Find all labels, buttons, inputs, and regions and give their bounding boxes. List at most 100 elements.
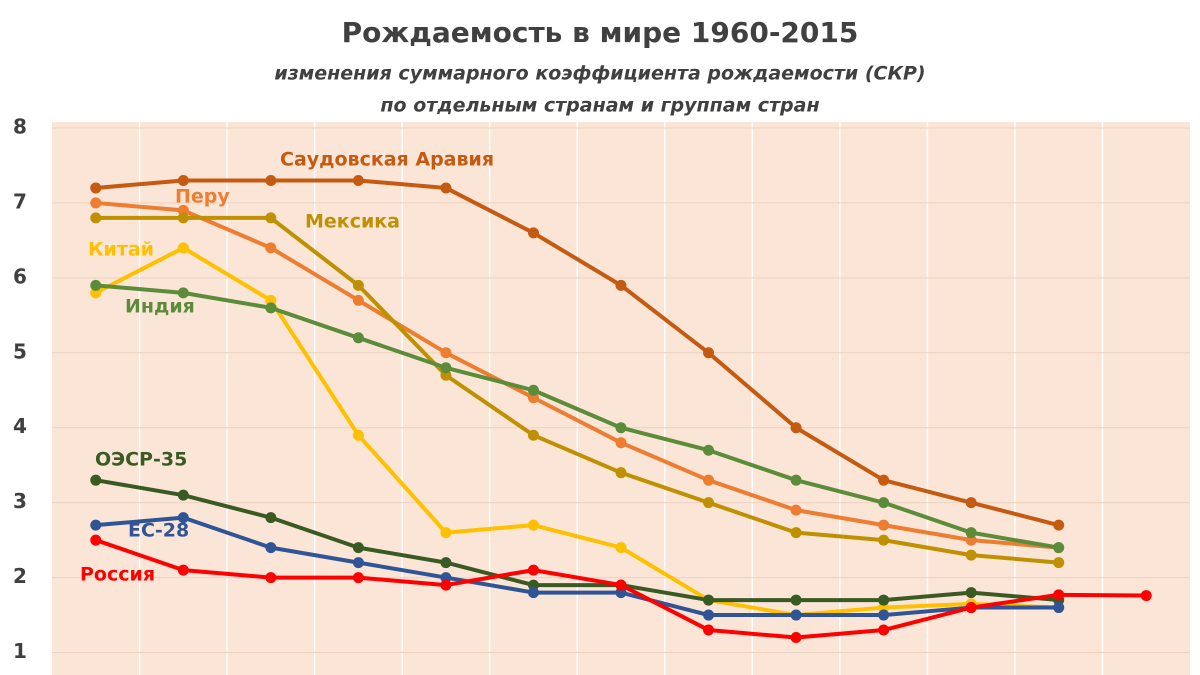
data-point bbox=[965, 527, 977, 539]
data-point bbox=[703, 497, 715, 509]
data-point bbox=[965, 549, 977, 561]
data-point bbox=[352, 429, 364, 441]
data-point bbox=[440, 579, 452, 591]
series-line bbox=[95, 215, 1059, 565]
data-point bbox=[965, 497, 977, 509]
data-point bbox=[878, 497, 890, 509]
data-point bbox=[440, 557, 452, 569]
y-tick-label: 8 bbox=[13, 115, 27, 139]
chart-subtitle: изменения суммарного коэффициента рождае… bbox=[274, 63, 925, 85]
chart-title: Рождаемость в мире 1960-2015 bbox=[342, 16, 859, 49]
data-point bbox=[1053, 519, 1065, 531]
data-point bbox=[265, 512, 277, 524]
data-point bbox=[790, 609, 802, 621]
data-point bbox=[90, 474, 102, 486]
series-line bbox=[95, 515, 1059, 618]
series-label: Россия bbox=[80, 564, 155, 586]
data-point bbox=[790, 504, 802, 516]
y-tick-label: 5 bbox=[13, 339, 27, 363]
data-point bbox=[1140, 590, 1152, 602]
data-point bbox=[878, 519, 890, 531]
data-point bbox=[703, 624, 715, 636]
data-point bbox=[527, 564, 539, 576]
y-tick-label: 6 bbox=[13, 264, 27, 288]
series-label: Мексика bbox=[305, 211, 400, 233]
data-point bbox=[790, 594, 802, 606]
data-point bbox=[90, 279, 102, 291]
series-line bbox=[95, 283, 1060, 550]
chart-subtitle: по отдельным странам и группам стран bbox=[380, 95, 819, 117]
data-point bbox=[440, 347, 452, 359]
data-point bbox=[177, 512, 189, 524]
data-point bbox=[703, 594, 715, 606]
data-point bbox=[965, 602, 977, 614]
data-point bbox=[1053, 542, 1065, 554]
data-point bbox=[440, 182, 452, 194]
data-point bbox=[90, 197, 102, 209]
data-point bbox=[265, 212, 277, 224]
series-label: Перу bbox=[175, 186, 230, 208]
data-point bbox=[265, 542, 277, 554]
series-line bbox=[95, 200, 1059, 550]
data-point bbox=[878, 624, 890, 636]
y-tick-label: 2 bbox=[13, 564, 27, 588]
data-point bbox=[703, 347, 715, 359]
data-point bbox=[90, 534, 102, 546]
data-point bbox=[878, 474, 890, 486]
data-point bbox=[703, 474, 715, 486]
data-point bbox=[1053, 557, 1065, 569]
data-point bbox=[527, 384, 539, 396]
data-point bbox=[790, 474, 802, 486]
data-point bbox=[177, 489, 189, 501]
data-point bbox=[352, 174, 364, 186]
data-point bbox=[265, 242, 277, 254]
data-point bbox=[790, 632, 802, 644]
data-point bbox=[352, 294, 364, 306]
data-point bbox=[352, 557, 364, 569]
data-point bbox=[352, 279, 364, 291]
data-point bbox=[352, 542, 364, 554]
series-label: Индия bbox=[125, 296, 195, 318]
data-point bbox=[352, 572, 364, 584]
data-point bbox=[615, 542, 627, 554]
data-point bbox=[527, 227, 539, 239]
data-point bbox=[615, 422, 627, 434]
data-point bbox=[615, 279, 627, 291]
data-point bbox=[703, 609, 715, 621]
y-tick-label: 3 bbox=[13, 489, 27, 513]
data-point bbox=[527, 587, 539, 599]
series-line bbox=[94, 245, 1059, 618]
data-point bbox=[177, 242, 189, 254]
data-point bbox=[790, 422, 802, 434]
data-point bbox=[177, 564, 189, 576]
y-tick-label: 1 bbox=[13, 639, 27, 663]
data-point bbox=[703, 444, 715, 456]
data-point bbox=[878, 609, 890, 621]
data-point bbox=[615, 437, 627, 449]
data-point bbox=[177, 174, 189, 186]
series-line bbox=[95, 478, 1059, 603]
data-point bbox=[527, 519, 539, 531]
y-tick-label: 7 bbox=[13, 189, 27, 213]
data-point bbox=[90, 212, 102, 224]
data-point bbox=[965, 587, 977, 599]
data-point bbox=[878, 534, 890, 546]
data-point bbox=[440, 362, 452, 374]
data-point bbox=[1053, 602, 1065, 614]
data-point bbox=[90, 182, 102, 194]
series-line bbox=[95, 178, 1060, 528]
series-label: Саудовская Аравия bbox=[280, 149, 494, 171]
data-point bbox=[878, 594, 890, 606]
data-point bbox=[527, 429, 539, 441]
series-label: ЕС-28 bbox=[128, 520, 189, 542]
data-point bbox=[265, 174, 277, 186]
data-point bbox=[265, 302, 277, 314]
data-point bbox=[790, 527, 802, 539]
data-point bbox=[615, 579, 627, 591]
data-point bbox=[440, 527, 452, 539]
data-point bbox=[265, 572, 277, 584]
data-point bbox=[352, 332, 364, 344]
data-point bbox=[1053, 589, 1065, 601]
data-point bbox=[615, 467, 627, 479]
